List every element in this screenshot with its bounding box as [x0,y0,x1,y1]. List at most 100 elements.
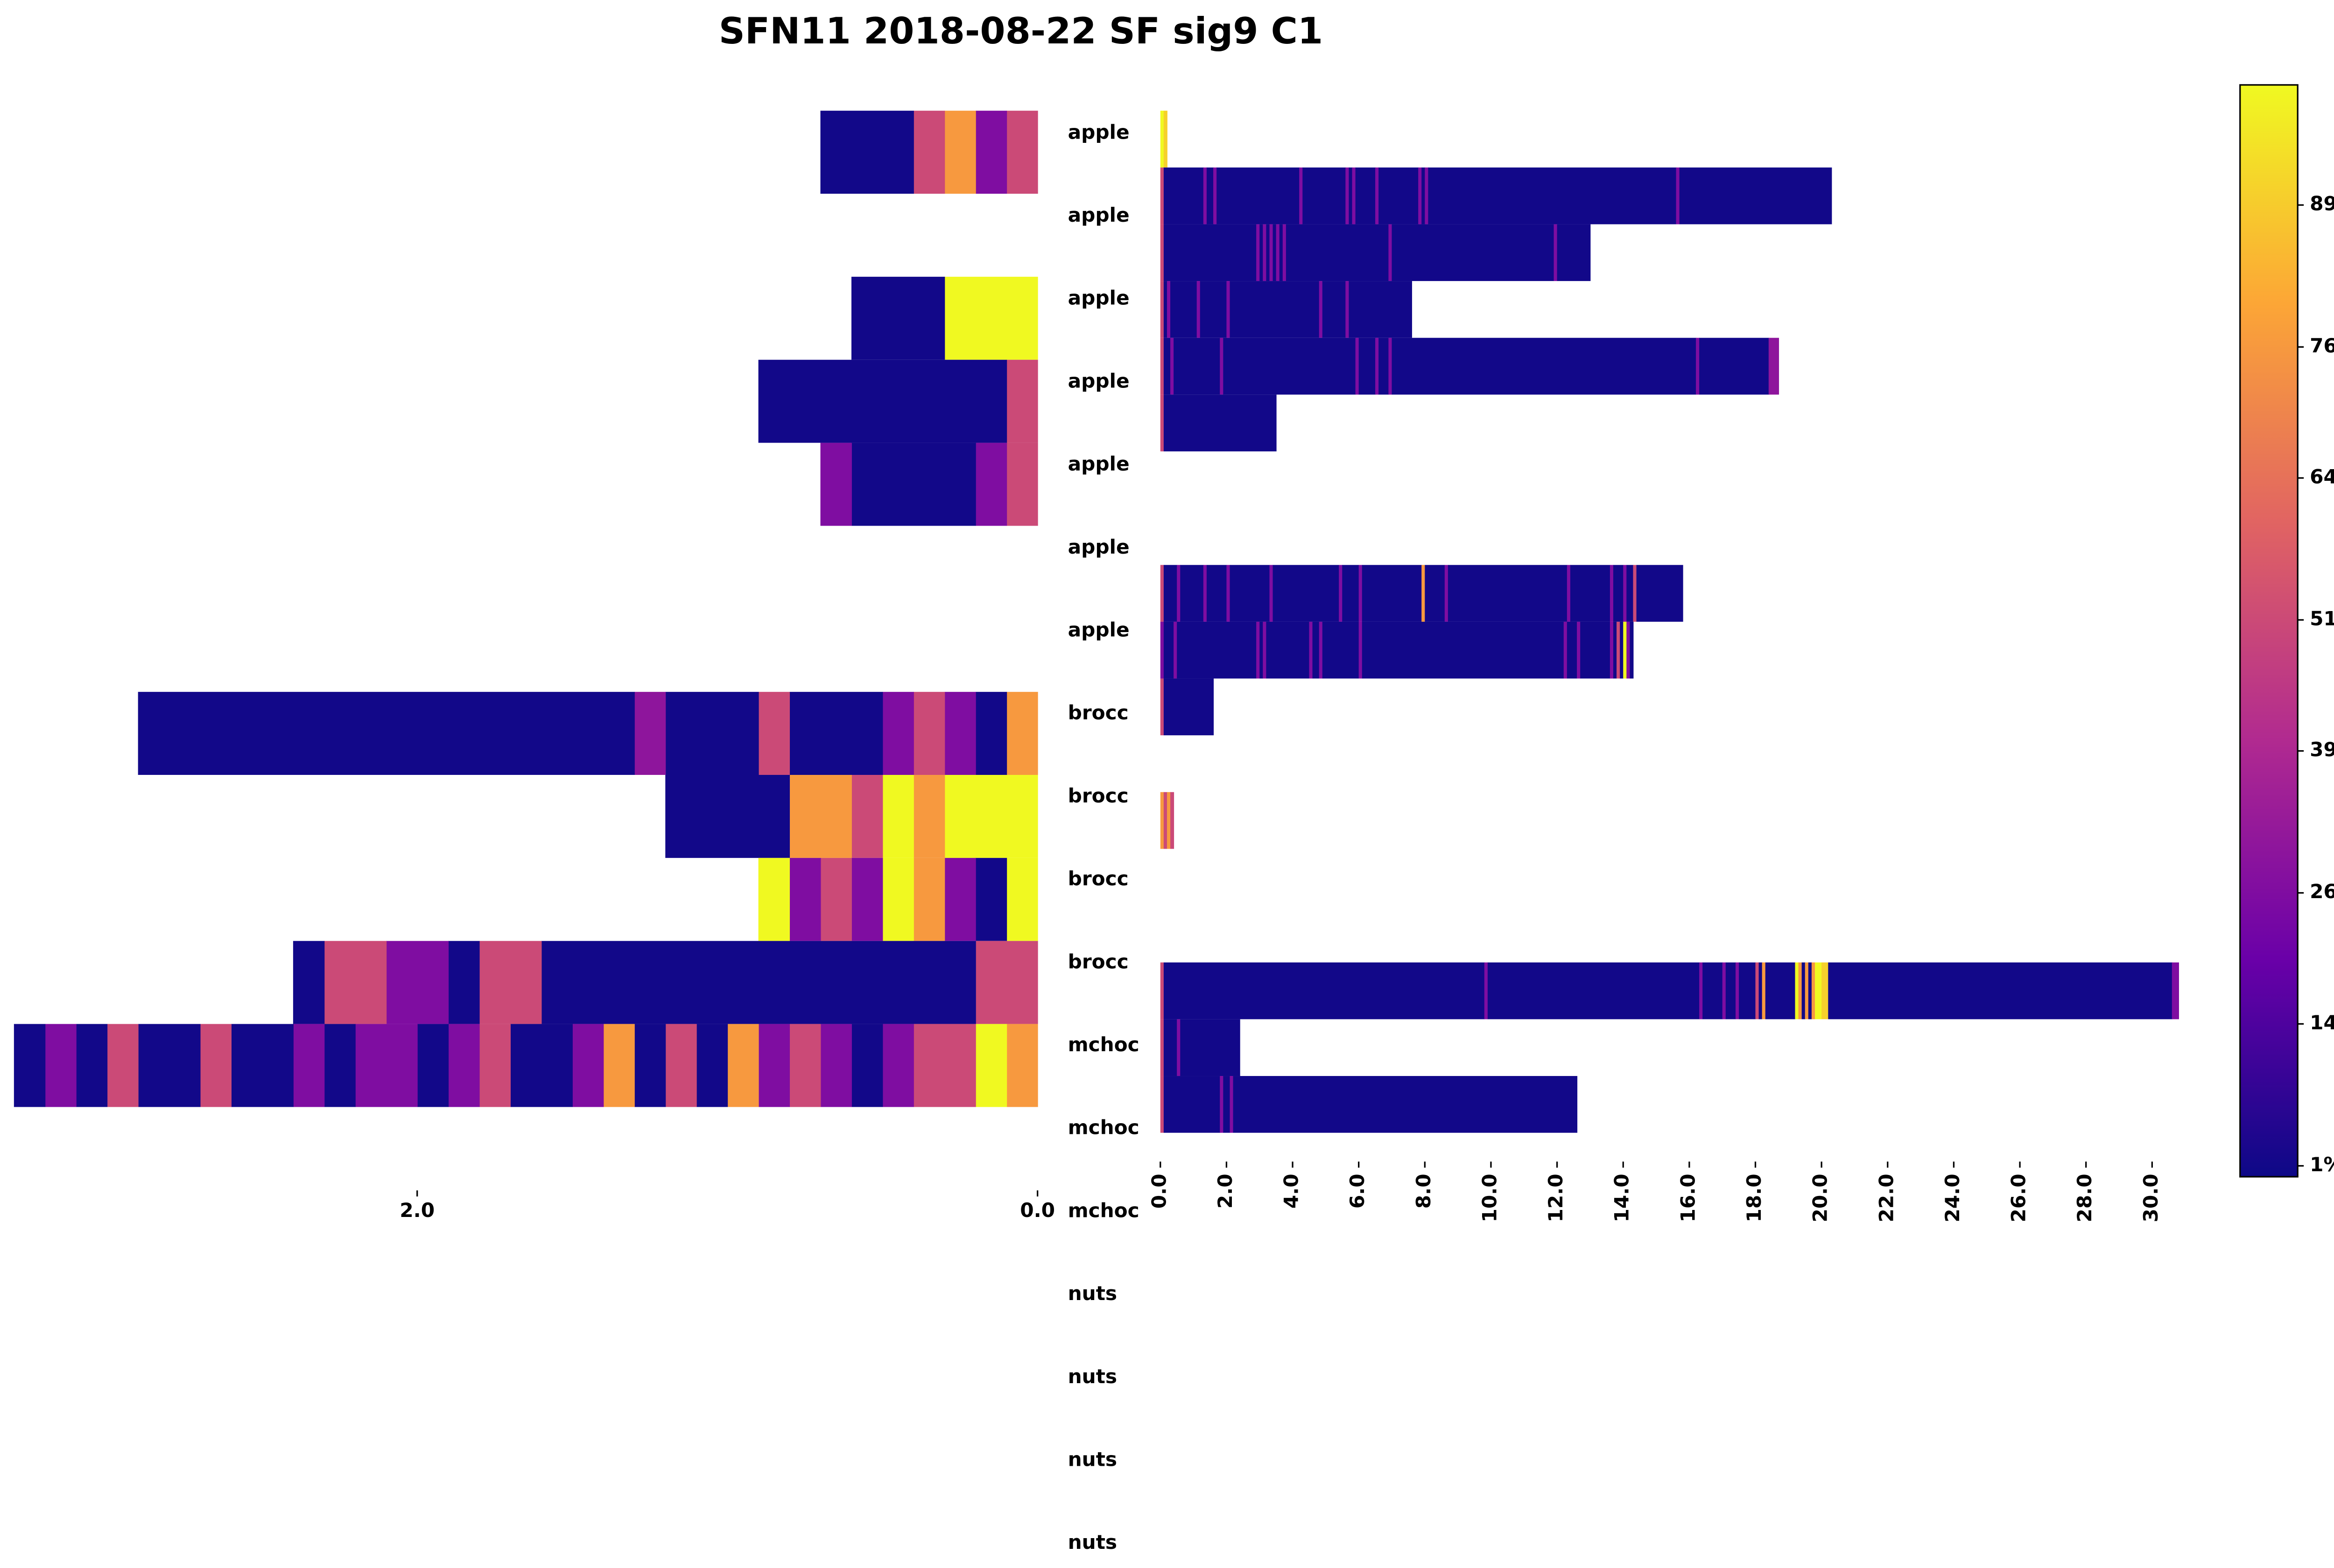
heatmap-cell [1696,338,1700,395]
heatmap-cell [355,1024,418,1107]
heatmap-cell [1177,621,1257,679]
heatmap-cell [1378,167,1419,225]
heatmap-cell [1349,167,1353,225]
heatmap-cell [1272,224,1277,281]
heatmap-cell [324,941,387,1024]
heatmap-cell [1160,1019,1164,1076]
heatmap-cell [1319,281,1323,338]
heatmap-cell [1428,167,1677,225]
row-label: apple [1068,287,1130,309]
heatmap-cell [1006,1024,1038,1107]
heatmap-cell [1739,962,1756,1020]
colorbar-tick-label: 51% [2310,607,2334,630]
heatmap-cell [1006,858,1038,941]
colorbar-tick-label: 26% [2310,880,2334,903]
colorbar-tick-label: 14% [2310,1011,2334,1034]
heatmap-cell [1444,565,1448,622]
heatmap-cell [510,1024,573,1107]
heatmap-cell [1266,621,1310,679]
heatmap-cell [975,941,1038,1024]
heatmap-cell [107,1024,139,1107]
row-label: brocc [1068,701,1129,724]
heatmap-cell [1610,565,1614,622]
heatmap-cell [820,443,852,526]
heatmap-cell [138,1024,201,1107]
heatmap-cell [1758,962,1763,1020]
row-label: apple [1068,535,1130,558]
heatmap-cell [1352,167,1356,225]
heatmap-cell [1163,678,1214,736]
x-tick-label: 4.0 [1280,1174,1303,1209]
heatmap-cell [1163,394,1277,451]
heatmap-cell [882,775,914,858]
row-label: nuts [1068,1448,1117,1471]
heatmap-cell [386,941,449,1024]
heatmap-cell [820,1024,852,1107]
heatmap-cell [1388,224,1392,281]
heatmap-cell [1620,621,1624,679]
heatmap-cell [1220,338,1224,395]
heatmap-cell [1570,565,1610,622]
heatmap-cell [1163,338,1171,395]
row-label: apple [1068,619,1130,641]
x-tick-label: 2.0 [400,1199,435,1222]
heatmap-cell [45,1024,77,1107]
heatmap-cell [1163,167,1204,225]
heatmap-cell [758,359,1007,443]
heatmap-cell [1160,678,1164,736]
heatmap-cell [913,775,945,858]
heatmap-cell [851,1024,883,1107]
heatmap-cell [1302,167,1346,225]
row-label: mchoc [1068,1199,1139,1222]
heatmap-cell [1811,962,1815,1020]
heatmap-cell [1345,281,1350,338]
heatmap-cell [1768,338,1779,395]
heatmap-cell [1286,224,1389,281]
heatmap-cell [1322,281,1346,338]
heatmap-cell [1421,167,1426,225]
heatmap-cell [1617,621,1621,679]
colorbar-tick-label: 39% [2310,738,2334,761]
heatmap-cell [789,1024,821,1107]
heatmap-cell [1263,621,1267,679]
heatmap-cell [1177,565,1181,622]
heatmap-cell [1170,792,1174,849]
heatmap-cell [200,1024,232,1107]
heatmap-cell [1676,167,1680,225]
x-tick-label: 18.0 [1743,1174,1765,1222]
heatmap-cell [1342,565,1359,622]
colorbar-tick-label: 1% [2310,1153,2334,1176]
heatmap-cell [1484,962,1488,1020]
heatmap-cell [1167,281,1171,338]
heatmap-cell [1319,621,1323,679]
heatmap-cell [1378,338,1389,395]
heatmap-cell [1349,281,1412,338]
heatmap-cell [1358,565,1363,622]
heatmap-cell [231,1024,294,1107]
heatmap-cell [1163,792,1167,849]
heatmap-cell [1626,621,1631,679]
heatmap-cell [1163,565,1178,622]
heatmap-cell [1200,281,1227,338]
heatmap-cell [1805,962,1809,1020]
heatmap-cell [1425,565,1445,622]
heatmap-cell [944,775,1038,858]
heatmap-cell [1163,1019,1178,1076]
heatmap-cell [1170,338,1174,395]
heatmap-cell [1206,565,1227,622]
heatmap-cell [1808,962,1812,1020]
heatmap-cell [1358,338,1376,395]
heatmap-cell [758,858,790,941]
x-tick-label: 30.0 [2139,1174,2162,1222]
heatmap-cell [1230,565,1270,622]
heatmap-cell [1362,565,1422,622]
heatmap-cell [1801,962,1806,1020]
heatmap-cell [758,1024,790,1107]
heatmap-cell [1160,111,1164,168]
heatmap-cell [1256,224,1260,281]
heatmap-cell [14,1024,46,1107]
heatmap-cell [1554,224,1558,281]
heatmap-cell [1358,621,1363,679]
heatmap-cell [696,1024,728,1107]
heatmap-cell [479,941,542,1024]
